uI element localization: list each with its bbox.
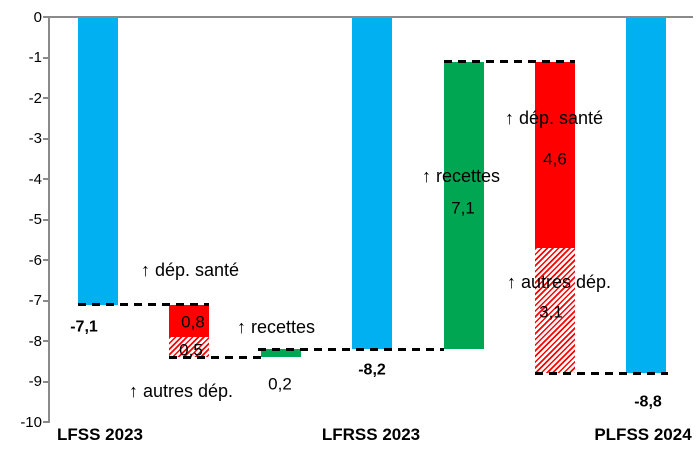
y-tick-label: -9	[28, 373, 42, 390]
bar-autres-dep-2024	[535, 247, 575, 374]
bar-dep-sante-2023	[169, 304, 209, 337]
value-label-plfss-2024-total: -8,8	[634, 393, 662, 411]
bar-recettes-2023	[261, 349, 301, 358]
y-tick-mark	[43, 137, 48, 140]
y-tick-mark	[43, 380, 48, 383]
y-tick-mark	[43, 340, 48, 342]
bar-dep-sante-2024	[535, 61, 575, 248]
value-label-recettes-2023: 0,2	[268, 374, 292, 394]
x-category-lfrss-2023: LFRSS 2023	[321, 425, 421, 444]
value-label-lfrss-2023-total: -8,2	[358, 361, 386, 379]
dashed-connector	[535, 371, 668, 375]
annot-recettes-right: ↑ recettes	[421, 166, 501, 186]
y-tick-mark	[43, 259, 48, 261]
dashed-connector	[78, 303, 209, 307]
value-label-autres-dep-2023: 0,5	[179, 340, 203, 360]
annot-dep-sante-right: ↑ dép. santé	[504, 108, 604, 128]
annot-dep-sante-left: ↑ dép. santé	[140, 260, 240, 280]
y-tick-label: -3	[28, 130, 42, 147]
bar-lfss-2023-total	[78, 17, 118, 305]
x-category-lfss-2023: LFSS 2023	[57, 425, 143, 444]
y-tick-label: -8	[28, 332, 42, 350]
bar-recettes-2024	[444, 61, 484, 350]
y-tick-mark	[43, 299, 48, 302]
dashed-connector	[258, 347, 444, 351]
bar-lfrss-2023-total	[352, 17, 392, 350]
y-tick-label: -4	[28, 170, 42, 188]
y-tick-mark	[43, 56, 48, 59]
annot-recettes-left: ↑ recettes	[236, 317, 316, 337]
y-tick-label: -2	[28, 89, 42, 107]
y-tick-label: -1	[28, 49, 42, 66]
bar-plfss-2024-total	[626, 17, 666, 374]
y-tick-mark	[43, 97, 48, 99]
y-tick-mark	[43, 178, 48, 180]
value-label-dep-sante-2024: 4,6	[543, 149, 567, 169]
y-tick-label: -10	[20, 413, 42, 431]
y-tick-mark	[43, 421, 48, 423]
value-label-recettes-2024: 7,1	[451, 198, 475, 218]
dashed-connector	[169, 355, 266, 359]
annot-autres-dep-left: ↑ autres dép.	[128, 381, 234, 401]
value-label-autres-dep-2024: 3,1	[539, 302, 563, 322]
y-tick-mark	[43, 16, 48, 18]
value-label-dep-sante-2023: 0,8	[181, 312, 205, 332]
y-tick-label: -7	[28, 292, 42, 309]
y-tick-label: -5	[28, 211, 42, 228]
y-tick-mark	[43, 218, 48, 221]
dashed-connector	[444, 60, 575, 64]
bar-autres-dep-2023	[169, 336, 209, 358]
value-label-lfss-2023-total: -7,1	[70, 318, 98, 336]
zero-gridline	[48, 16, 693, 18]
y-axis-line	[48, 16, 50, 423]
x-category-plfss-2024: PLFSS 2024	[594, 425, 692, 444]
y-tick-label: -6	[28, 251, 42, 269]
y-tick-label: 0	[33, 8, 42, 26]
annot-autres-dep-right: ↑ autres dép.	[506, 272, 612, 292]
